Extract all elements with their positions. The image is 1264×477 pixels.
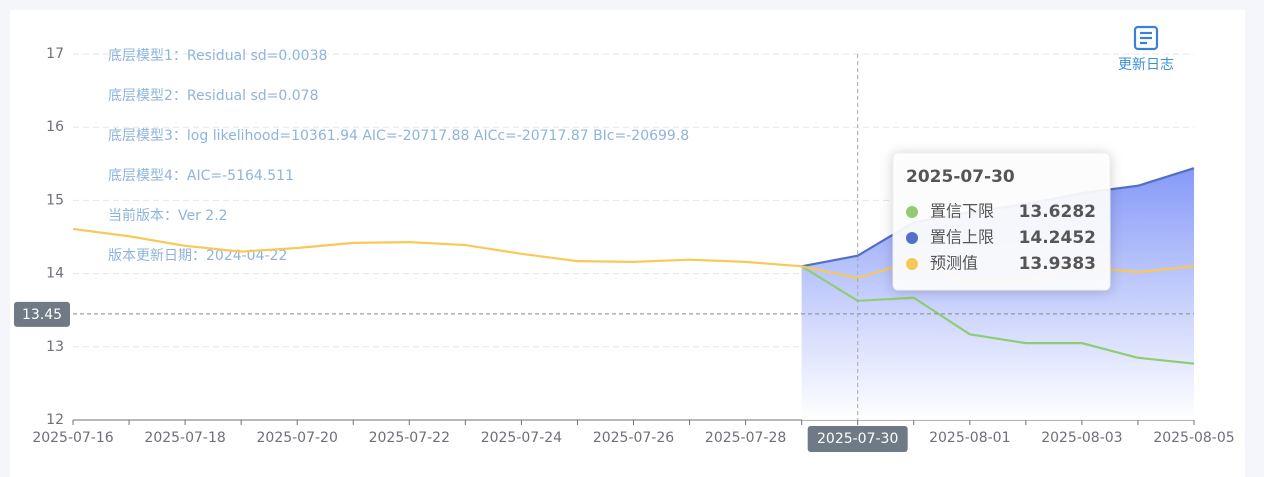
tooltip-name: 预测值 [930,254,978,273]
tooltip-dot [906,206,918,218]
x-tick-label: 2025-07-24 [481,430,562,446]
y-tick-label: 14 [46,266,64,282]
y-tick-label: 17 [46,46,64,62]
x-tick-label: 2025-07-18 [144,430,225,446]
annotation: 当前版本：Ver 2.2 [108,207,228,224]
x-tick-label: 2025-07-16 [32,430,113,446]
tooltip-dot [906,258,918,270]
y-tick-label: 15 [46,192,64,208]
mark-label-bg [14,301,70,327]
changelog-icon [1133,25,1159,51]
tooltip-name: 置信上限 [930,228,994,247]
annotation: 底层模型2：Residual sd=0.078 [108,88,318,104]
y-tick-label: 12 [46,412,64,428]
x-tick-label: 2025-08-03 [1041,430,1122,446]
tooltip-name: 置信下限 [930,202,994,221]
mark-label: 13.45 [22,307,62,323]
annotation: 底层模型3：log likelihood=10361.94 AIC=-20717… [108,128,689,144]
tooltip: 2025-07-30 置信下限 13.6282 置信上限 14.2452 预测值 13.93… [892,152,1111,291]
tooltip-value: 13.9383 [1019,254,1096,274]
tooltip-value: 13.6282 [1019,202,1096,222]
series-line [801,265,1195,365]
tooltip-title: 2025-07-30 [906,167,1015,187]
pointer-label-bg [807,426,908,452]
changelog-button[interactable]: 更新日志 [1118,25,1174,73]
annotation: 底层模型4：AIC=-5164.511 [108,168,294,184]
y-tick-label: 13 [46,339,64,355]
x-tick-label: 2025-07-22 [369,430,450,446]
x-tick-label: 2025-07-26 [593,430,674,446]
x-tick-label: 2025-07-28 [705,430,786,446]
x-tick-label: 2025-08-01 [929,430,1010,446]
pointer-label: 2025-07-30 [817,431,898,447]
annotation: 底层模型1：Residual sd=0.0038 [108,48,327,64]
tooltip-box [892,152,1111,291]
x-tick-label: 2025-08-05 [1153,430,1234,446]
tooltip-value: 14.2452 [1019,228,1096,248]
x-tick-label: 2025-07-20 [257,430,338,446]
tooltip-dot [906,232,918,244]
y-tick-label: 16 [46,119,64,135]
changelog-label[interactable]: 更新日志 [1118,57,1174,73]
